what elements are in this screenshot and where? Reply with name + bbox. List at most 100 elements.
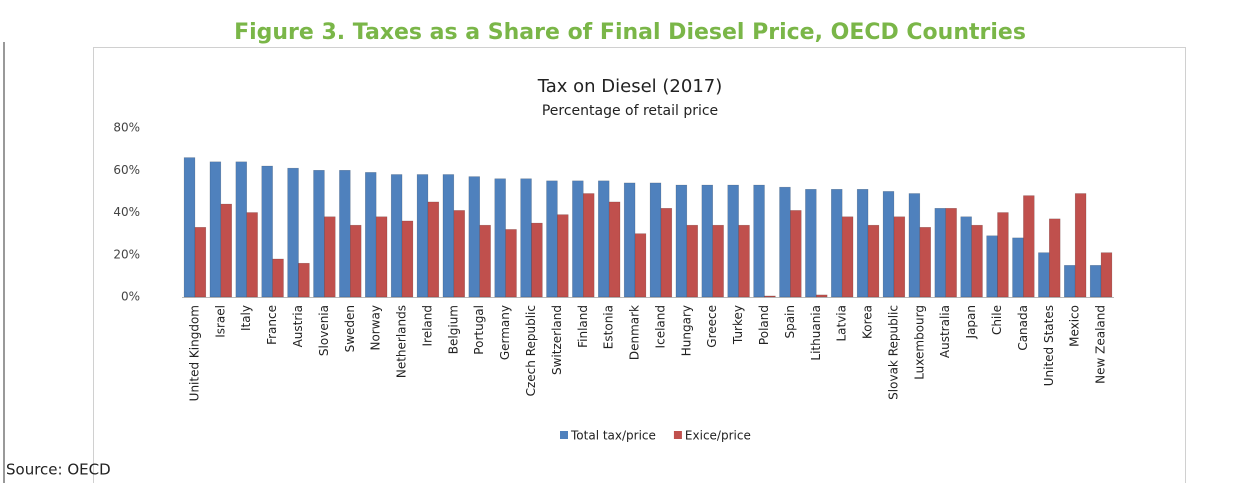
x-tick-label: Latvia — [835, 305, 849, 342]
bar — [997, 212, 1009, 298]
bar — [893, 216, 906, 298]
x-tick-label: Hungary — [679, 305, 693, 356]
bar — [945, 208, 957, 298]
bar — [712, 224, 724, 298]
y-tick-label: 40% — [113, 205, 140, 219]
bar — [324, 216, 336, 298]
source: Source: OECD — [6, 461, 111, 479]
bar — [675, 184, 688, 298]
bar — [261, 165, 273, 298]
bar — [986, 235, 998, 298]
bar — [416, 174, 429, 298]
bar — [209, 161, 222, 298]
bar — [572, 180, 584, 298]
bar — [272, 258, 284, 298]
x-tick-label: Korea — [861, 305, 875, 339]
bar — [494, 178, 506, 298]
chart-frame — [93, 47, 1186, 483]
x-tick-label: Czech Republic — [524, 305, 538, 396]
bar — [183, 157, 196, 298]
bar — [546, 180, 558, 298]
bar — [1089, 265, 1102, 298]
legend-swatch — [560, 431, 568, 439]
x-tick-label: Slovak Republic — [886, 305, 900, 400]
bar — [520, 178, 532, 298]
y-tick-label: 0% — [121, 290, 140, 304]
bar — [816, 294, 828, 298]
x-tick-label: Switzerland — [550, 305, 564, 375]
bar — [1074, 193, 1087, 298]
bar — [882, 191, 895, 298]
bar — [313, 170, 325, 298]
bar — [779, 186, 791, 298]
x-tick-label: France — [265, 305, 279, 345]
bar — [841, 216, 854, 298]
x-tick-label: Mexico — [1068, 305, 1082, 347]
bar — [298, 262, 310, 298]
legend-label: Exice/price — [685, 429, 751, 443]
bar — [856, 189, 869, 298]
x-tick-label: Chile — [990, 305, 1004, 335]
bar — [649, 182, 662, 298]
y-tick-label: 20% — [113, 247, 140, 261]
bar — [442, 174, 455, 298]
bar — [1012, 237, 1024, 298]
bar — [1049, 218, 1061, 298]
bar — [971, 224, 983, 298]
legend-label: Total tax/price — [570, 429, 656, 443]
x-tick-label: Norway — [369, 305, 383, 351]
bar — [831, 189, 843, 298]
x-tick-label: Japan — [964, 305, 978, 339]
bar — [867, 224, 880, 298]
bar — [623, 182, 636, 298]
chart-title: Tax on Diesel (2017) — [537, 76, 723, 97]
bar — [401, 220, 414, 298]
y-tick-label: 60% — [113, 163, 140, 177]
y-tick-label: 80% — [113, 121, 140, 135]
bar — [790, 210, 802, 298]
x-tick-label: Austria — [291, 305, 305, 347]
x-tick-label: Canada — [1016, 305, 1030, 351]
bar — [557, 214, 569, 298]
bar — [453, 210, 465, 298]
bar — [531, 222, 543, 298]
bar — [960, 216, 972, 298]
x-tick-label: Israel — [213, 305, 227, 338]
bar — [505, 229, 517, 298]
x-tick-label: New Zealand — [1094, 305, 1108, 384]
x-tick-label: Germany — [498, 305, 512, 360]
legend-swatch — [673, 431, 682, 439]
bar — [738, 224, 750, 298]
x-tick-label: Denmark — [628, 305, 642, 360]
bar — [1100, 252, 1113, 298]
bar — [1064, 265, 1076, 298]
x-tick-label: Iceland — [653, 305, 667, 348]
bar — [427, 201, 440, 298]
bar — [660, 208, 673, 298]
x-tick-label: Luxembourg — [912, 305, 926, 380]
bar — [919, 227, 931, 298]
x-tick-label: Netherlands — [395, 305, 409, 378]
bar — [220, 203, 232, 298]
figure-title: Figure 3. Taxes as a Share of Final Dies… — [234, 20, 1026, 45]
bar — [727, 184, 739, 298]
x-tick-label: Slovenia — [317, 305, 331, 356]
bar — [908, 193, 921, 298]
x-tick-label: Poland — [757, 305, 771, 345]
bar — [934, 208, 946, 298]
x-tick-label: Turkey — [731, 305, 745, 345]
x-tick-label: Ireland — [420, 305, 434, 347]
bar — [375, 216, 388, 298]
x-tick-label: Finland — [576, 305, 590, 348]
chart-subtitle: Percentage of retail price — [542, 103, 718, 119]
bar — [235, 161, 247, 298]
bar — [634, 233, 647, 298]
bar — [287, 167, 299, 298]
x-tick-label: United Kingdom — [187, 305, 201, 401]
bar — [246, 212, 258, 298]
x-tick-label: Lithuania — [809, 305, 823, 361]
bar — [701, 184, 713, 298]
bar — [479, 224, 491, 298]
x-tick-label: Australia — [938, 305, 952, 358]
x-tick-label: United States — [1042, 305, 1056, 386]
